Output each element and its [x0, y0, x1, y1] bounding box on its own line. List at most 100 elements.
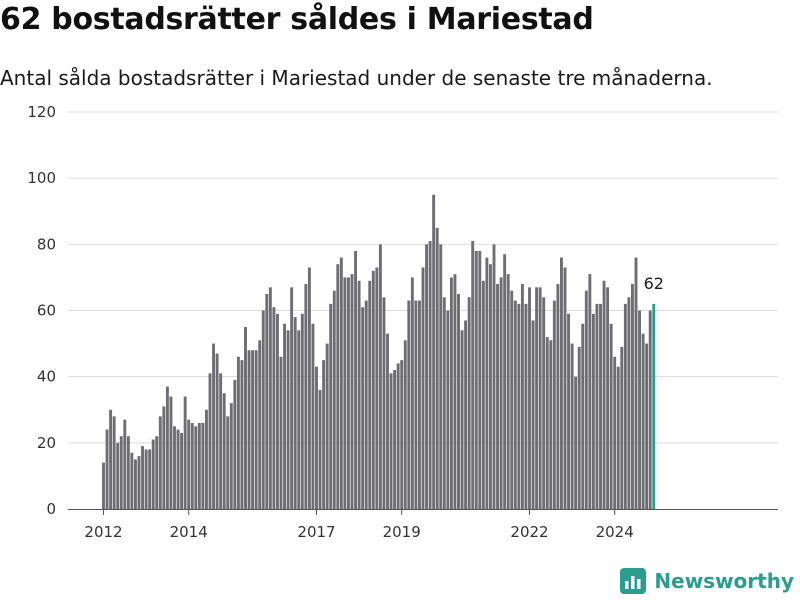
- bar: [403, 340, 407, 509]
- axes: 0 20 40 60 80 100 120 2012 2014 2017 2019 2022 2024 6…: [27, 103, 778, 541]
- bar: [187, 419, 191, 509]
- bar: [449, 277, 453, 509]
- bar: [439, 244, 443, 509]
- bar: [279, 356, 283, 509]
- bar: [268, 287, 272, 509]
- bar: [112, 416, 116, 509]
- bar: [254, 350, 258, 509]
- bar: [144, 449, 148, 509]
- bar: [503, 254, 507, 509]
- bar: [258, 340, 262, 509]
- x-tick-label: 2014: [170, 523, 208, 541]
- bar: [272, 307, 276, 509]
- chart-title: 62 bostadsrätter såldes i Mariestad: [0, 2, 594, 37]
- x-tick-label: 2019: [383, 523, 421, 541]
- bar: [581, 323, 585, 509]
- bar: [286, 330, 290, 509]
- bar: [190, 422, 194, 509]
- bar: [109, 409, 113, 509]
- bar: [414, 300, 418, 509]
- bar: [158, 416, 162, 509]
- bars: [102, 194, 656, 510]
- bar: [410, 277, 414, 509]
- bar: [165, 386, 169, 509]
- bar: [290, 287, 294, 509]
- bar: [276, 313, 279, 509]
- x-tick-label: 2022: [510, 523, 548, 541]
- bar: [350, 274, 354, 509]
- bar: [396, 363, 400, 509]
- bar: [446, 310, 450, 509]
- bar: [141, 446, 144, 509]
- highlight-value-label: 62: [644, 274, 664, 293]
- bar: [375, 267, 379, 509]
- bar: [620, 346, 624, 509]
- bar: [201, 422, 205, 509]
- bar: [531, 320, 535, 509]
- bar: [609, 323, 613, 509]
- bar: [400, 360, 404, 510]
- bar: [226, 416, 230, 509]
- bar: [371, 270, 375, 509]
- bar: [496, 284, 499, 509]
- bar: [478, 250, 482, 509]
- bar: [563, 267, 567, 509]
- bar: [148, 449, 152, 509]
- bar: [102, 462, 105, 509]
- bar: [599, 303, 602, 509]
- bar: [307, 267, 311, 509]
- bar: [584, 290, 588, 509]
- x-tick-label: 2012: [84, 523, 122, 541]
- newsworthy-logo-icon: [620, 568, 647, 594]
- bar: [265, 293, 269, 509]
- bar: [552, 300, 556, 509]
- bar: [428, 241, 432, 509]
- bar: [570, 343, 574, 509]
- bar: [126, 436, 130, 509]
- y-tick-label: 80: [37, 235, 56, 253]
- bar: [467, 297, 471, 509]
- bar: [119, 436, 123, 509]
- bar: [645, 343, 649, 509]
- bar: [222, 393, 226, 509]
- bar: [318, 389, 322, 509]
- bar: [162, 406, 166, 509]
- bar: [418, 300, 421, 509]
- bar: [524, 303, 528, 509]
- bar: [386, 333, 389, 509]
- bar: [474, 250, 478, 509]
- bar: [322, 360, 326, 510]
- bar: [169, 396, 173, 509]
- y-tick-label: 120: [27, 103, 56, 121]
- bar: [212, 343, 215, 509]
- bar: [588, 274, 592, 509]
- bar: [364, 300, 368, 509]
- bar: [623, 303, 627, 509]
- bar: [549, 340, 553, 509]
- bar: [361, 307, 365, 509]
- bar: [442, 297, 446, 509]
- y-tick-label: 60: [37, 302, 56, 320]
- highlight-bar: [652, 303, 656, 509]
- bar: [105, 429, 109, 509]
- bar: [432, 194, 436, 509]
- bar: [510, 290, 514, 509]
- bar: [300, 313, 304, 509]
- bar: [205, 409, 208, 509]
- bar: [155, 436, 159, 509]
- bar: [173, 426, 176, 509]
- bar: [357, 280, 361, 509]
- bar: [297, 330, 301, 509]
- x-tick-label: 2017: [297, 523, 335, 541]
- bar: [542, 297, 546, 509]
- bar: [638, 310, 641, 509]
- bar: [123, 419, 127, 509]
- bar: [343, 277, 347, 509]
- bar: [577, 346, 581, 509]
- bar: [481, 280, 485, 509]
- bar: [219, 373, 223, 509]
- bar: [535, 287, 539, 509]
- bar: [382, 297, 386, 509]
- bar: [368, 280, 372, 509]
- bar: [180, 432, 184, 509]
